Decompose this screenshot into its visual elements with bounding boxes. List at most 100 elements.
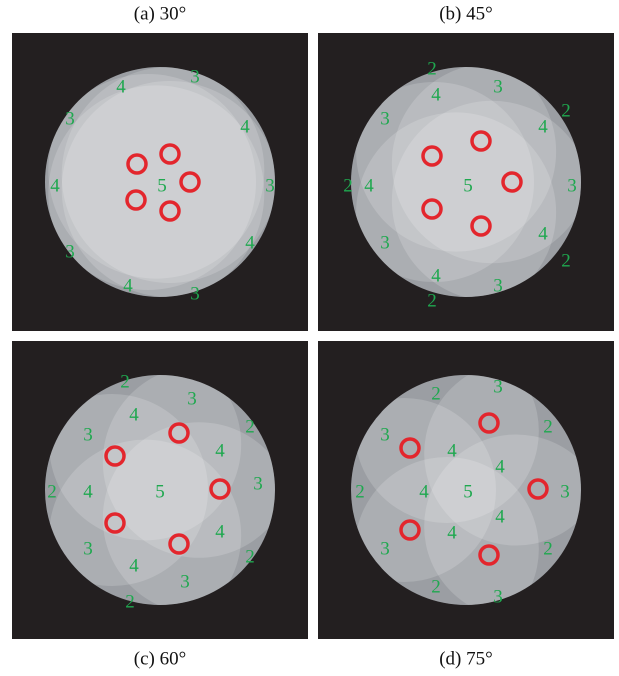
marker-ring	[470, 130, 492, 152]
region-count: 2	[543, 416, 553, 437]
region-count: 4	[245, 232, 255, 253]
marker-ring	[168, 533, 190, 555]
region-count: 2	[245, 546, 255, 567]
field-region	[356, 112, 557, 297]
caption: (d) 75°	[439, 648, 493, 669]
region-count: 3	[560, 481, 570, 502]
region-count: 2	[47, 481, 57, 502]
region-count: 2	[125, 591, 135, 612]
field-region	[61, 67, 275, 283]
region-count: 4	[129, 555, 139, 576]
marker-ring	[399, 519, 421, 541]
field-region	[45, 74, 256, 290]
marker-ring	[421, 145, 443, 167]
region-count: 4	[364, 175, 374, 196]
region-count: 4	[116, 76, 126, 97]
region-count: 3	[187, 388, 197, 409]
field-region	[391, 100, 581, 297]
marker-ring	[209, 478, 231, 500]
region-count: 4	[215, 440, 225, 461]
region-count: 4	[83, 481, 93, 502]
region-count: 3	[493, 275, 503, 296]
marker-ring	[104, 512, 126, 534]
marker-ring	[478, 412, 500, 434]
region-count: 4	[123, 275, 133, 296]
region-count: 5	[463, 481, 473, 502]
region-count: 3	[83, 538, 93, 559]
region-count: 3	[190, 66, 200, 87]
region-count: 4	[538, 116, 548, 137]
region-count: 4	[431, 84, 441, 105]
region-count: 3	[253, 473, 263, 494]
field-region	[49, 375, 242, 541]
panel: 4 3 3 4 4 5 3 3 4 4 3 (a) 30°	[12, 3, 308, 331]
marker-ring	[104, 445, 126, 467]
region-count: 3	[265, 175, 275, 196]
region-count: 3	[567, 175, 577, 196]
region-count: 2	[427, 58, 437, 79]
region-count: 3	[493, 586, 503, 607]
region-count: 4	[447, 522, 457, 543]
marker-ring	[125, 189, 147, 211]
disk	[351, 67, 581, 297]
region-count: 2	[427, 290, 437, 311]
region-count: 2	[561, 100, 571, 121]
marker-ring	[179, 171, 201, 193]
disk	[45, 67, 275, 297]
region-count: 4	[240, 116, 250, 137]
region-count: 3	[493, 76, 503, 97]
region-count: 4	[447, 440, 457, 461]
region-count: 3	[83, 424, 93, 445]
region-count: 3	[180, 571, 190, 592]
region-count: 2	[431, 383, 441, 404]
field-region	[48, 67, 265, 279]
disk	[45, 375, 275, 605]
region-count: 5	[463, 175, 473, 196]
marker-ring	[159, 143, 181, 165]
field-region	[45, 394, 208, 586]
region-count: 2	[561, 250, 571, 271]
region-count: 3	[380, 538, 390, 559]
region-count: 4	[431, 265, 441, 286]
region-count: 5	[155, 481, 165, 502]
region-count: 4	[50, 175, 60, 196]
region-count: 3	[65, 241, 75, 262]
region-count: 4	[538, 223, 548, 244]
field-region	[61, 81, 275, 297]
field-region	[356, 67, 557, 252]
region-count: 2	[431, 576, 441, 597]
marker-ring	[159, 200, 181, 222]
region-count: 2	[120, 371, 130, 392]
region-count: 5	[157, 175, 167, 196]
marker-ring	[478, 544, 500, 566]
marker-ring	[399, 437, 421, 459]
marker-ring	[421, 198, 443, 220]
field-region	[48, 85, 265, 297]
caption: (b) 45°	[439, 3, 493, 24]
caption: (c) 60°	[134, 648, 186, 669]
overlap-regions	[45, 67, 275, 297]
region-count: 3	[380, 232, 390, 253]
region-count: 4	[215, 521, 225, 542]
marker-ring	[470, 215, 492, 237]
region-count: 3	[493, 376, 503, 397]
marker-ring	[168, 422, 190, 444]
region-count: 3	[380, 424, 390, 445]
region-count: 3	[380, 108, 390, 129]
marker-ring	[527, 478, 549, 500]
region-count: 2	[245, 416, 255, 437]
marker-ring	[126, 153, 148, 175]
region-count: 4	[495, 456, 505, 477]
caption: (a) 30°	[134, 3, 186, 24]
region-count: 4	[495, 506, 505, 527]
field-region	[49, 439, 242, 605]
marker-ring	[501, 171, 523, 193]
disk	[351, 375, 581, 605]
region-count: 2	[543, 538, 553, 559]
region-count: 2	[355, 481, 365, 502]
